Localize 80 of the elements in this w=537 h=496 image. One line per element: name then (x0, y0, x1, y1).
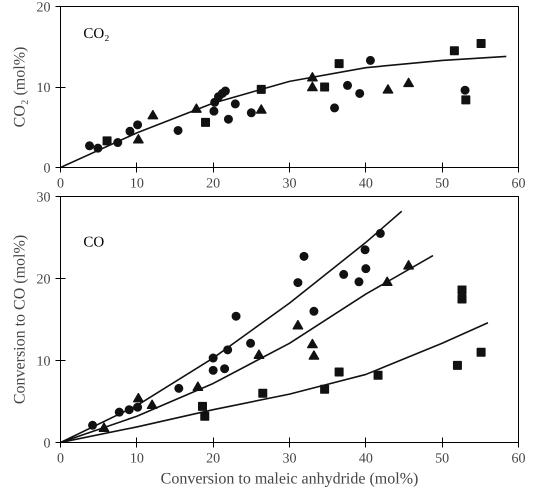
point (146, 399, 158, 409)
point (458, 285, 467, 294)
y-tick-label: 30 (36, 190, 50, 206)
point (198, 402, 207, 411)
x-tick-label: 10 (130, 452, 144, 466)
point (458, 294, 467, 304)
y-tick-label: 0 (44, 436, 50, 452)
y-axis-title: Conversion to CO (mol%) (12, 234, 28, 404)
point (201, 118, 210, 127)
point (258, 388, 268, 398)
point (220, 364, 230, 374)
point (308, 350, 320, 360)
point (306, 338, 318, 348)
point (133, 120, 142, 130)
point (292, 320, 304, 330)
x-tick-label: 40 (358, 452, 373, 466)
point (355, 88, 364, 98)
point (476, 348, 486, 357)
point (334, 367, 344, 376)
point (306, 82, 318, 92)
x-tick-label: 20 (206, 176, 220, 192)
point (460, 86, 470, 95)
point (343, 80, 352, 90)
point (403, 78, 414, 88)
x-tick-label: 30 (282, 176, 296, 192)
y-tick-label: 20 (36, 272, 50, 288)
point (354, 277, 364, 286)
x-tick-label: 10 (130, 176, 144, 192)
point (320, 82, 330, 92)
point (125, 126, 134, 136)
annotation: CO₂ (83, 26, 110, 42)
point (374, 370, 383, 380)
point (246, 338, 256, 348)
point (224, 114, 233, 124)
point (230, 99, 240, 108)
x-tick-label: 0 (57, 176, 64, 192)
point (450, 46, 459, 56)
x-axis-title: Conversion to maleic anhydride (mol%) (160, 470, 418, 488)
y-tick-label: 20 (36, 0, 50, 16)
point (256, 104, 267, 114)
point (232, 312, 241, 321)
x-tick-label: 0 (57, 452, 64, 466)
point (309, 306, 318, 316)
point (174, 126, 183, 135)
point (147, 110, 158, 120)
x-tick-label: 50 (435, 176, 450, 192)
point (461, 95, 470, 104)
point (220, 86, 230, 96)
point (85, 141, 94, 150)
point (360, 245, 370, 254)
x-tick-label: 40 (358, 176, 373, 192)
y-axis-title: CO₂ (mol%) (12, 46, 28, 128)
line-series (60, 56, 508, 168)
point (330, 103, 340, 112)
point (366, 56, 375, 65)
point (208, 366, 218, 375)
x-tick-label: 50 (435, 452, 450, 466)
point (209, 106, 218, 116)
annotation: CO (83, 234, 104, 251)
y-tick-label: 10 (36, 81, 50, 96)
x-tick-label: 60 (512, 452, 526, 466)
point (476, 39, 486, 48)
point (300, 252, 309, 261)
point (452, 360, 462, 370)
point (361, 264, 370, 274)
point (334, 59, 344, 68)
point (382, 84, 394, 94)
y-tick-label: 0 (44, 162, 50, 176)
point (293, 278, 302, 288)
point (200, 412, 210, 421)
point (102, 136, 112, 146)
point (246, 108, 256, 118)
point (132, 134, 144, 144)
x-tick-label: 20 (206, 452, 220, 466)
point (339, 270, 348, 279)
x-tick-label: 30 (282, 452, 296, 466)
y-tick-label: 10 (36, 354, 50, 370)
point (132, 392, 144, 402)
point (174, 384, 184, 393)
x-tick-label: 60 (512, 176, 526, 192)
